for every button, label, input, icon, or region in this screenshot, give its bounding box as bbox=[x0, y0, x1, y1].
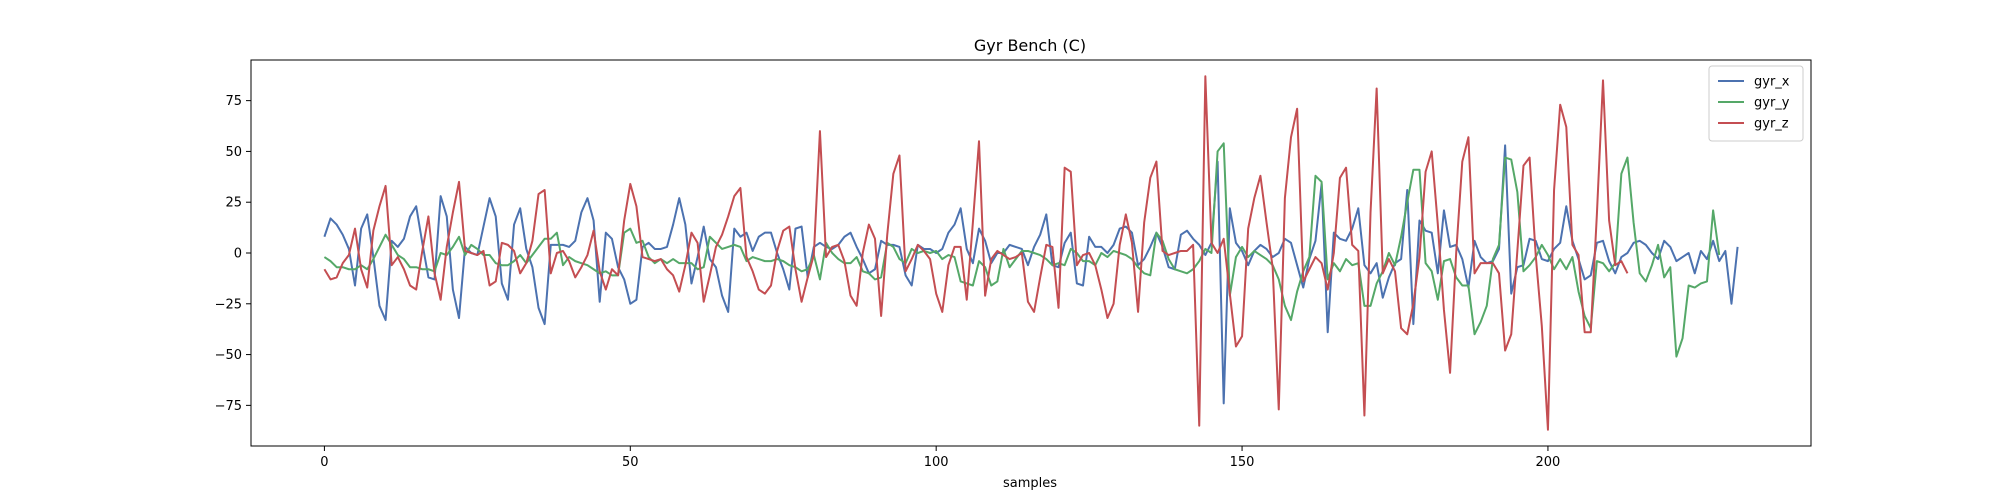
x-tick-label: 150 bbox=[1230, 455, 1255, 470]
chart-title: Gyr Bench (C) bbox=[974, 36, 1086, 55]
y-tick-label: −75 bbox=[215, 399, 242, 414]
series-line-gyr_z bbox=[323, 75, 1629, 431]
y-axis: −75 −50 −25 0 25 50 75 bbox=[215, 94, 251, 414]
y-tick-label: 0 bbox=[234, 247, 242, 262]
y-tick-label: −25 bbox=[215, 297, 242, 312]
y-tick-label: −50 bbox=[215, 348, 242, 363]
series-line-gyr_y bbox=[323, 142, 1721, 358]
series-layer bbox=[323, 75, 1739, 431]
series-line-gyr_x bbox=[323, 144, 1739, 405]
y-tick-label: 25 bbox=[225, 196, 242, 211]
legend-label-gyr_x: gyr_x bbox=[1754, 75, 1790, 90]
x-axis: 0 50 100 150 200 bbox=[320, 446, 1560, 470]
x-tick-label: 0 bbox=[320, 455, 328, 470]
x-tick-label: 200 bbox=[1536, 455, 1561, 470]
x-axis-label: samples bbox=[1003, 476, 1057, 491]
legend-label-gyr_z: gyr_z bbox=[1754, 117, 1789, 132]
legend-label-gyr_y: gyr_y bbox=[1754, 96, 1790, 111]
y-tick-label: 50 bbox=[225, 145, 242, 160]
y-tick-label: 75 bbox=[225, 94, 242, 109]
x-tick-label: 50 bbox=[622, 455, 639, 470]
legend: gyr_x gyr_y gyr_z bbox=[1708, 65, 1804, 142]
x-tick-label: 100 bbox=[924, 455, 949, 470]
